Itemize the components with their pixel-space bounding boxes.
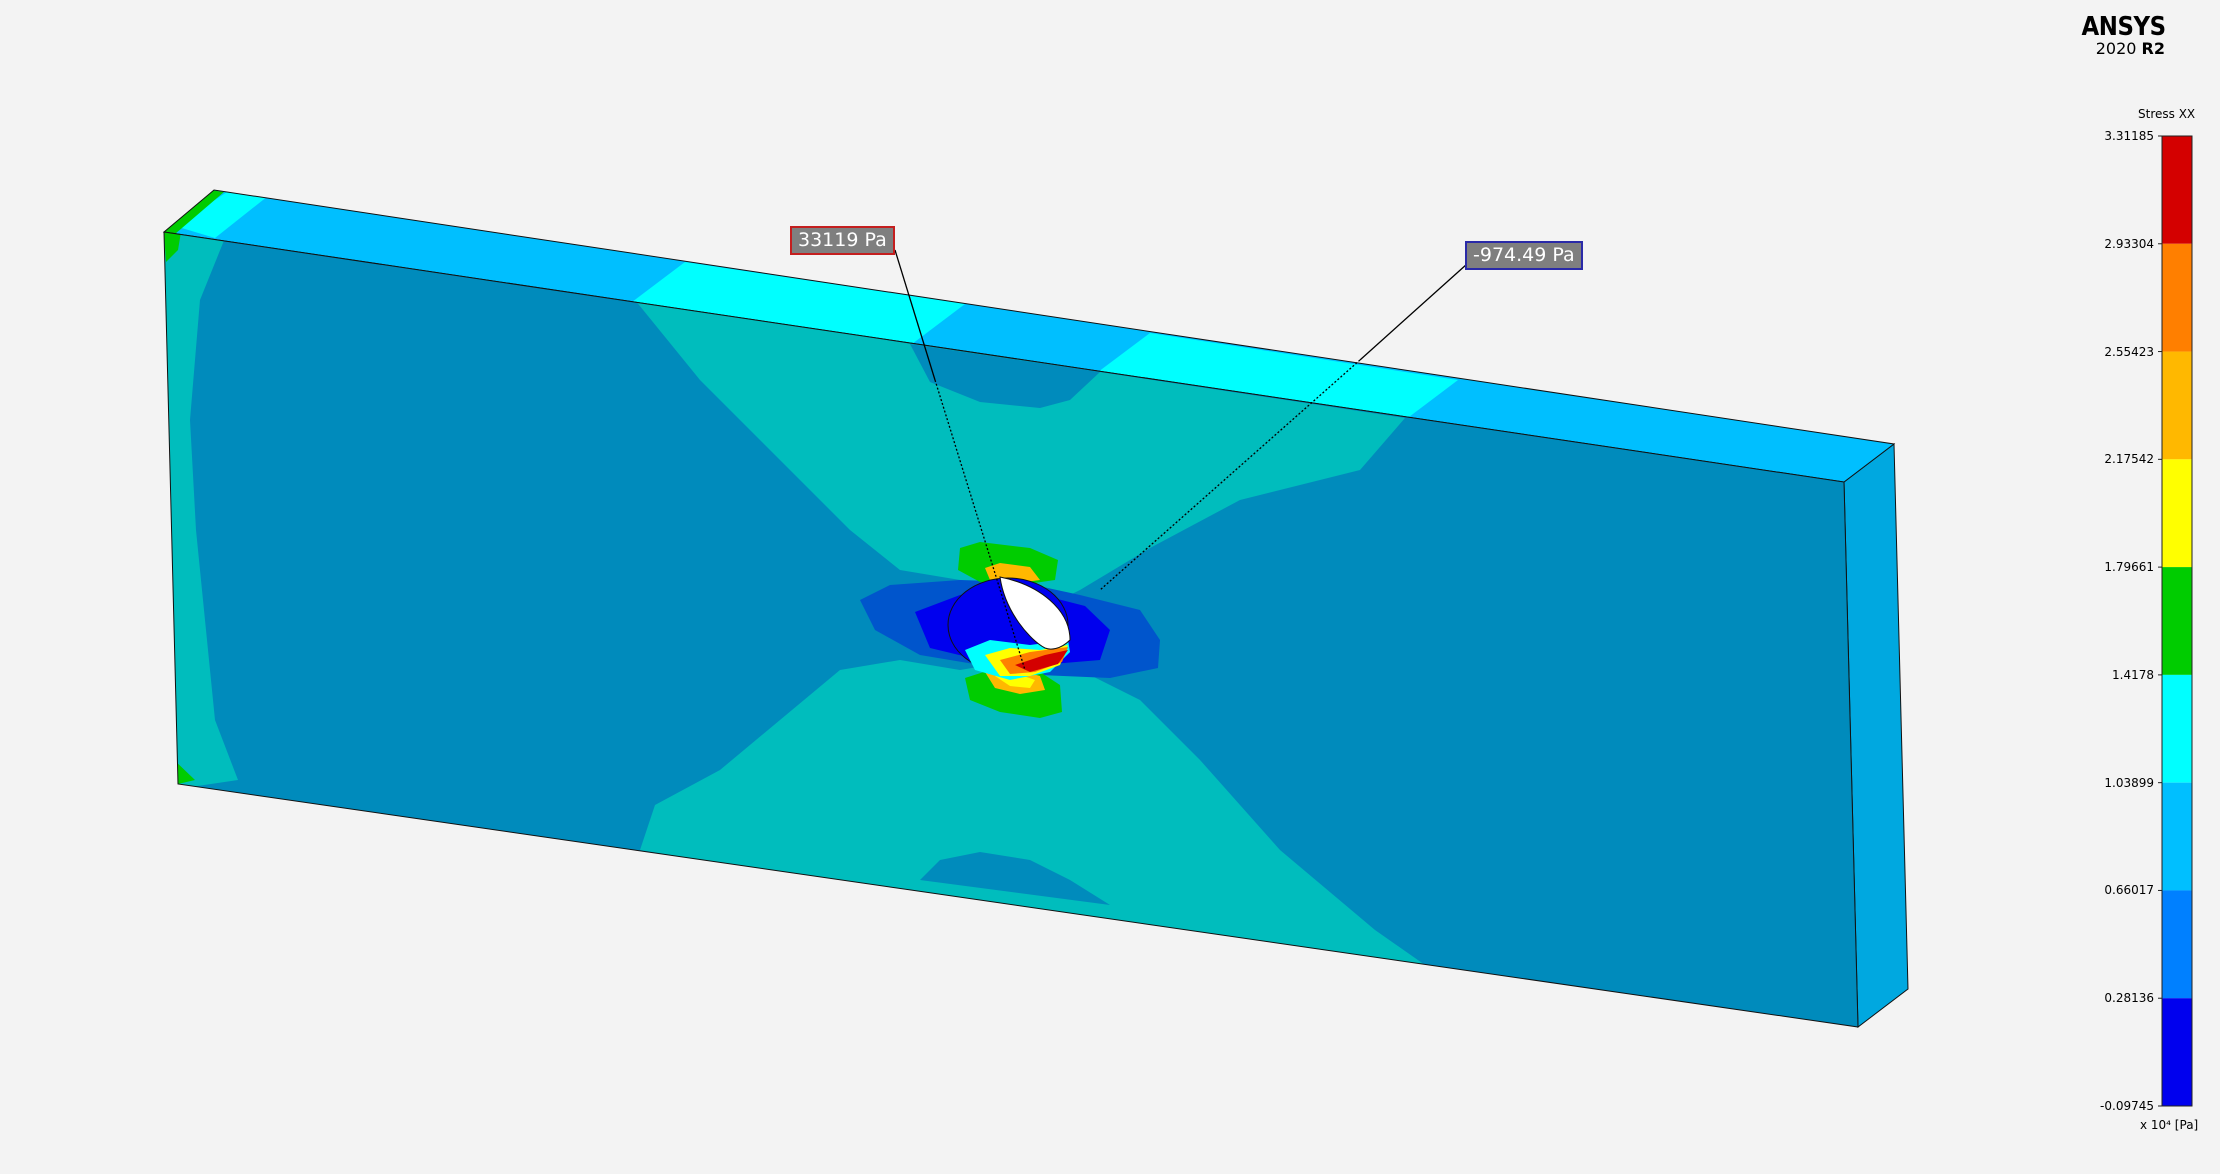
legend-band-8 — [2162, 998, 2192, 1106]
legend-band-2 — [2162, 351, 2192, 460]
plate-top-face — [164, 190, 1894, 482]
legend-band-0 — [2162, 136, 2192, 244]
brand-version: 2020 R2 — [2070, 40, 2165, 58]
legend-value-label: 2.55423 — [2104, 344, 2154, 359]
legend-color-bar — [2161, 135, 2193, 1107]
ansys-logo: ANSYS 2020 R2 — [2070, 12, 2167, 58]
legend-title: Stress XX — [2138, 107, 2196, 121]
brand-name: ANSYS — [2081, 12, 2167, 42]
legend-band-5 — [2162, 674, 2192, 783]
max-probe-leader — [894, 249, 1026, 671]
legend-value-label: 0.66017 — [2104, 883, 2154, 898]
legend-band-4 — [2162, 567, 2192, 675]
legend-unit: x 10⁴ [Pa] — [2140, 1118, 2199, 1132]
legend-band-7 — [2162, 890, 2192, 999]
min-probe-leader — [1099, 263, 1468, 591]
brand-version-release: R2 — [2141, 39, 2165, 58]
max-probe-label[interactable]: 33119 Pa — [790, 226, 895, 255]
legend-band-1 — [2162, 243, 2192, 352]
min-probe-label[interactable]: -974.49 Pa — [1465, 241, 1583, 270]
hole-stress-region — [860, 542, 1160, 718]
brand-version-year: 2020 — [2095, 39, 2137, 58]
legend-value-label: 2.17542 — [2104, 452, 2154, 467]
legend-value-label: 0.28136 — [2104, 991, 2154, 1006]
legend-band-6 — [2162, 782, 2192, 891]
legend-value-label: 1.79661 — [2104, 560, 2154, 575]
legend-value-label: 2.93304 — [2104, 236, 2154, 251]
legend-band-3 — [2162, 459, 2192, 568]
legend-value-label: 3.31185 — [2104, 129, 2154, 143]
legend-value-label: -0.09745 — [2100, 1099, 2154, 1113]
legend-ticks — [2158, 135, 2162, 1107]
legend-frame — [2161, 135, 2193, 1107]
legend-value-label: 1.4178 — [2112, 667, 2154, 682]
legend-value-label: 1.03899 — [2104, 775, 2154, 790]
